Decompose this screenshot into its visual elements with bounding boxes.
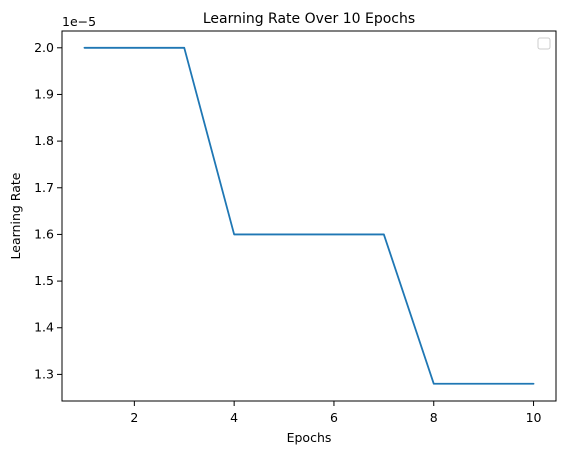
x-axis-label: Epochs — [287, 430, 332, 445]
y-tick-label: 2.0 — [34, 40, 54, 55]
y-tick-label: 1.7 — [34, 180, 54, 195]
chart-title: Learning Rate Over 10 Epochs — [203, 11, 415, 27]
y-tick-label: 1.9 — [34, 86, 54, 101]
series-layer — [83, 46, 535, 385]
y-axis-label: Learning Rate — [8, 172, 23, 259]
x-tick-label: 8 — [430, 410, 438, 425]
y-tick-label: 1.8 — [34, 133, 54, 148]
y-tick-label: 1.6 — [34, 226, 54, 241]
y-offset-label: 1e−5 — [62, 14, 96, 29]
x-tick-label: 2 — [130, 410, 138, 425]
y-axis-ticks: 1.3 1.4 1.5 1.6 1.7 1.8 1.9 2.0 — [34, 40, 62, 381]
plot-frame — [61, 30, 557, 402]
series-line — [83, 46, 535, 385]
legend-box — [537, 37, 551, 50]
plot-area — [62, 31, 556, 401]
x-tick-label: 4 — [230, 410, 238, 425]
x-axis-ticks: 2 4 6 8 10 — [130, 401, 542, 425]
y-tick-label: 1.5 — [34, 273, 54, 288]
y-tick-label: 1.3 — [34, 366, 54, 381]
y-tick-label: 1.4 — [34, 320, 54, 335]
x-tick-label: 10 — [526, 410, 542, 425]
x-tick-label: 6 — [330, 410, 338, 425]
